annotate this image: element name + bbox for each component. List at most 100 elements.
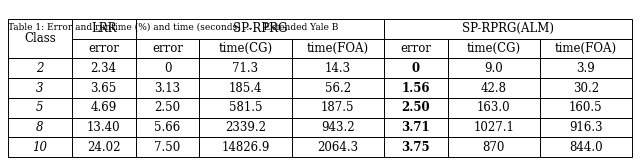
Text: time(CG): time(CG) — [218, 42, 273, 55]
Text: 3.9: 3.9 — [577, 62, 595, 75]
Text: 916.3: 916.3 — [569, 121, 603, 134]
Bar — [384, 19, 632, 39]
Bar — [136, 137, 200, 157]
Bar — [136, 118, 200, 137]
Bar — [72, 118, 136, 137]
Bar — [136, 98, 200, 118]
Bar — [447, 98, 540, 118]
Bar — [72, 58, 136, 78]
Text: 0: 0 — [412, 62, 420, 75]
Text: 14.3: 14.3 — [324, 62, 351, 75]
Text: error: error — [88, 42, 119, 55]
Text: SP-RPRG: SP-RPRG — [232, 22, 287, 35]
Text: 10: 10 — [33, 141, 47, 154]
Text: time(FOA): time(FOA) — [307, 42, 369, 55]
Bar — [8, 19, 72, 58]
Text: Class: Class — [24, 32, 56, 45]
Bar — [8, 58, 72, 78]
Bar — [72, 137, 136, 157]
Bar — [200, 98, 292, 118]
Bar — [200, 39, 292, 58]
Bar — [447, 118, 540, 137]
Bar — [384, 98, 447, 118]
Bar — [447, 78, 540, 98]
Text: 3.13: 3.13 — [154, 82, 180, 95]
Text: time(FOA): time(FOA) — [555, 42, 617, 55]
Text: error: error — [400, 42, 431, 55]
Bar — [384, 137, 447, 157]
Text: 4.69: 4.69 — [91, 101, 117, 114]
Bar — [540, 118, 632, 137]
Bar — [384, 118, 447, 137]
Text: 160.5: 160.5 — [569, 101, 603, 114]
Bar — [292, 118, 384, 137]
Bar — [447, 39, 540, 58]
Bar — [540, 98, 632, 118]
Bar — [447, 58, 540, 78]
Text: 5: 5 — [36, 101, 44, 114]
Text: 9.0: 9.0 — [484, 62, 503, 75]
Text: Table 1: Error and runtime (%) and time (seconds) ...    Extended Yale B: Table 1: Error and runtime (%) and time … — [8, 22, 339, 32]
Bar — [200, 78, 292, 98]
Text: 581.5: 581.5 — [228, 101, 262, 114]
Bar — [8, 98, 72, 118]
Bar — [72, 98, 136, 118]
Text: 185.4: 185.4 — [228, 82, 262, 95]
Text: 163.0: 163.0 — [477, 101, 511, 114]
Bar — [384, 78, 447, 98]
Text: 3.75: 3.75 — [401, 141, 430, 154]
Text: 42.8: 42.8 — [481, 82, 507, 95]
Text: 30.2: 30.2 — [573, 82, 599, 95]
Bar — [292, 58, 384, 78]
Text: 0: 0 — [164, 62, 172, 75]
Bar — [136, 78, 200, 98]
Text: 1027.1: 1027.1 — [474, 121, 514, 134]
Bar — [540, 137, 632, 157]
Bar — [200, 137, 292, 157]
Bar — [384, 58, 447, 78]
Text: 8: 8 — [36, 121, 44, 134]
Bar — [8, 118, 72, 137]
Bar — [447, 137, 540, 157]
Bar — [8, 78, 72, 98]
Bar — [292, 78, 384, 98]
Text: 870: 870 — [483, 141, 505, 154]
Text: 844.0: 844.0 — [569, 141, 603, 154]
Bar — [540, 58, 632, 78]
Text: 5.66: 5.66 — [154, 121, 180, 134]
Text: 24.02: 24.02 — [87, 141, 120, 154]
Text: 7.50: 7.50 — [154, 141, 180, 154]
Bar — [540, 39, 632, 58]
Bar — [72, 19, 136, 58]
Bar — [72, 78, 136, 98]
Bar — [200, 118, 292, 137]
Text: 13.40: 13.40 — [87, 121, 120, 134]
Text: error: error — [152, 42, 183, 55]
Text: 187.5: 187.5 — [321, 101, 355, 114]
Text: 3.71: 3.71 — [401, 121, 430, 134]
Text: 14826.9: 14826.9 — [221, 141, 269, 154]
Text: 2.34: 2.34 — [91, 62, 116, 75]
Text: SP-RPRG(ALM): SP-RPRG(ALM) — [462, 22, 554, 35]
Bar — [292, 137, 384, 157]
Text: 56.2: 56.2 — [324, 82, 351, 95]
Text: 943.2: 943.2 — [321, 121, 355, 134]
Bar — [136, 19, 384, 39]
Bar — [384, 39, 447, 58]
Bar — [292, 39, 384, 58]
Bar — [200, 58, 292, 78]
Bar — [540, 78, 632, 98]
Text: time(CG): time(CG) — [467, 42, 521, 55]
Text: 2339.2: 2339.2 — [225, 121, 266, 134]
Text: LRR: LRR — [91, 22, 116, 35]
Bar — [292, 98, 384, 118]
Bar — [136, 58, 200, 78]
Text: 2.50: 2.50 — [401, 101, 430, 114]
Text: 3: 3 — [36, 82, 44, 95]
Bar — [136, 39, 200, 58]
Text: 2.50: 2.50 — [154, 101, 180, 114]
Bar — [8, 137, 72, 157]
Text: 3.65: 3.65 — [91, 82, 117, 95]
Text: 2064.3: 2064.3 — [317, 141, 358, 154]
Text: 1.56: 1.56 — [401, 82, 430, 95]
